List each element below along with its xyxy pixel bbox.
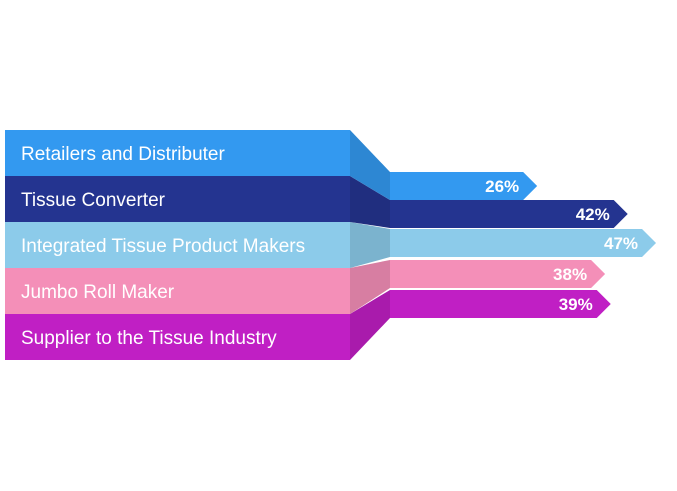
value-arrow <box>390 229 657 257</box>
category-block <box>5 130 350 176</box>
category-label: Retailers and Distributer <box>21 144 225 165</box>
connector-shape <box>350 130 390 200</box>
connector-shape <box>350 290 390 360</box>
value-arrows <box>390 172 657 318</box>
connector-shape <box>350 176 390 228</box>
connector-shapes <box>350 130 390 360</box>
value-label: 39% <box>559 295 593 314</box>
category-label: Supplier to the Tissue Industry <box>21 328 277 349</box>
category-block <box>5 222 350 268</box>
category-label: Integrated Tissue Product Makers <box>21 236 305 257</box>
category-block <box>5 268 350 314</box>
category-label: Jumbo Roll Maker <box>21 282 175 303</box>
value-label: 38% <box>553 265 587 284</box>
category-label: Tissue Converter <box>21 190 166 211</box>
value-labels: 26% 42% 47% 38% 39% <box>485 177 638 314</box>
connector-shape <box>350 222 390 268</box>
category-labels: Retailers and Distributer Tissue Converte… <box>21 144 305 349</box>
value-arrow <box>390 260 606 288</box>
category-block <box>5 314 350 360</box>
connector-shape <box>350 260 390 314</box>
value-arrow <box>390 290 611 318</box>
value-arrow <box>390 172 538 200</box>
value-label: 26% <box>485 177 519 196</box>
value-label: 47% <box>604 234 638 253</box>
value-arrow <box>390 200 628 228</box>
category-blocks <box>5 130 350 360</box>
category-block <box>5 176 350 222</box>
value-label: 42% <box>576 205 610 224</box>
